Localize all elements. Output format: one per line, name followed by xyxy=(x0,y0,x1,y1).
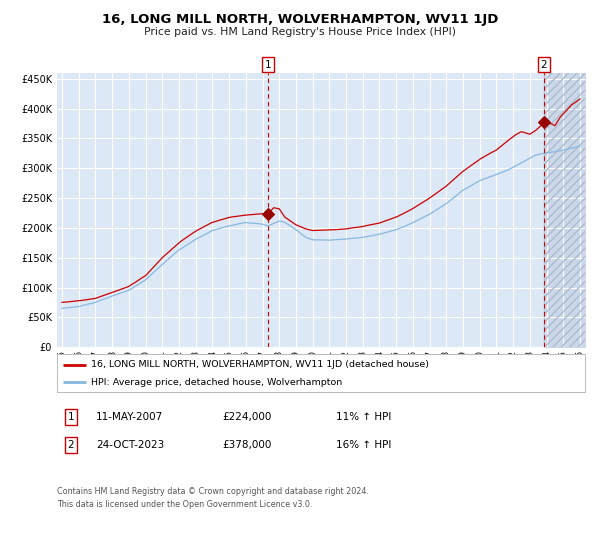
Text: 1: 1 xyxy=(265,59,271,69)
Point xyxy=(263,209,273,218)
Text: 2: 2 xyxy=(67,440,74,450)
Text: 2: 2 xyxy=(541,59,547,69)
Text: HPI: Average price, detached house, Wolverhampton: HPI: Average price, detached house, Wolv… xyxy=(91,378,343,387)
Text: Contains HM Land Registry data © Crown copyright and database right 2024.
This d: Contains HM Land Registry data © Crown c… xyxy=(57,487,369,510)
Text: £378,000: £378,000 xyxy=(222,440,271,450)
Text: 16, LONG MILL NORTH, WOLVERHAMPTON, WV11 1JD: 16, LONG MILL NORTH, WOLVERHAMPTON, WV11… xyxy=(102,13,498,26)
Text: 16, LONG MILL NORTH, WOLVERHAMPTON, WV11 1JD (detached house): 16, LONG MILL NORTH, WOLVERHAMPTON, WV11… xyxy=(91,360,430,369)
Point xyxy=(539,117,548,126)
Text: 11% ↑ HPI: 11% ↑ HPI xyxy=(336,412,391,422)
Text: 24-OCT-2023: 24-OCT-2023 xyxy=(96,440,164,450)
Text: Price paid vs. HM Land Registry's House Price Index (HPI): Price paid vs. HM Land Registry's House … xyxy=(144,27,456,38)
Text: £224,000: £224,000 xyxy=(222,412,271,422)
Text: 11-MAY-2007: 11-MAY-2007 xyxy=(96,412,163,422)
Text: 16% ↑ HPI: 16% ↑ HPI xyxy=(336,440,391,450)
Text: 1: 1 xyxy=(67,412,74,422)
